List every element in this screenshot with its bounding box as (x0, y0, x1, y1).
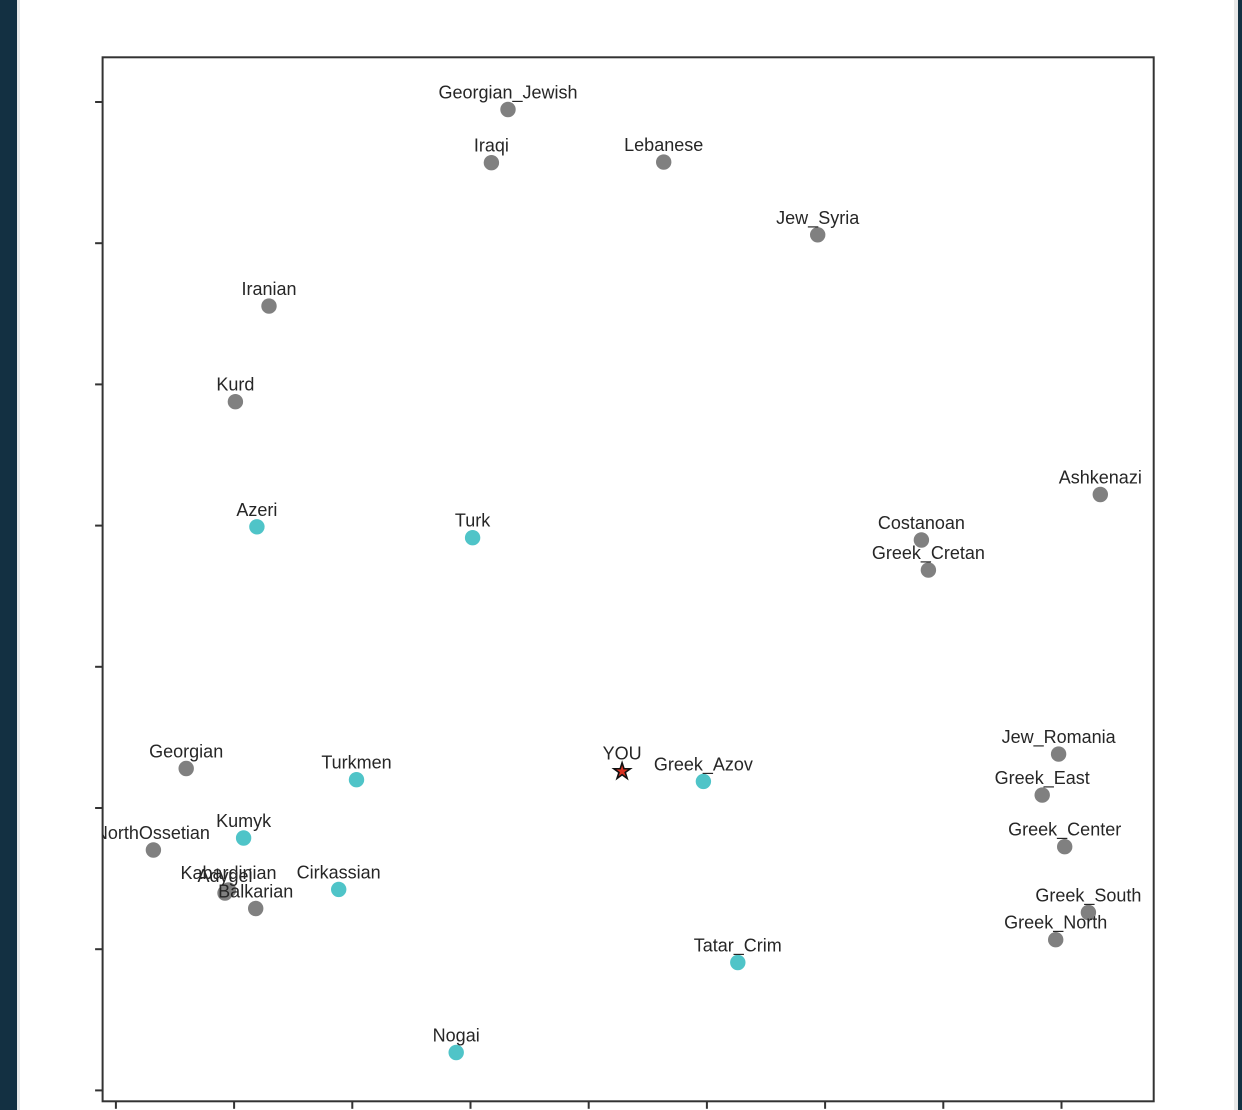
svg-text:Georgian_Jewish: Georgian_Jewish (438, 83, 577, 104)
svg-text:Greek_Azov: Greek_Azov (654, 754, 753, 775)
svg-text:Kurd: Kurd (216, 375, 254, 395)
svg-text:Cirkassian: Cirkassian (297, 862, 381, 882)
svg-text:Tatar_Crim: Tatar_Crim (694, 936, 782, 957)
svg-text:Costanoan: Costanoan (878, 513, 965, 533)
svg-text:Nogai: Nogai (433, 1026, 480, 1046)
svg-text:YOU: YOU (603, 743, 642, 763)
svg-text:Iranian: Iranian (241, 279, 296, 299)
svg-text:Kumyk: Kumyk (216, 811, 272, 831)
svg-text:Azeri: Azeri (236, 500, 277, 520)
svg-text:Ashkenazi: Ashkenazi (1059, 468, 1142, 488)
svg-text:Greek_East: Greek_East (995, 768, 1090, 789)
svg-text:Jew_Romania: Jew_Romania (1002, 727, 1117, 748)
svg-text:NorthOssetian: NorthOssetian (95, 823, 210, 843)
svg-text:Greek_Center: Greek_Center (1008, 820, 1121, 841)
svg-text:Balkarian: Balkarian (218, 882, 293, 902)
svg-text:Lebanese: Lebanese (624, 135, 703, 155)
svg-text:Greek_Cretan: Greek_Cretan (872, 543, 985, 564)
svg-text:Kabardinian: Kabardinian (180, 863, 276, 883)
svg-text:Turkmen: Turkmen (321, 753, 391, 773)
svg-text:Iraqi: Iraqi (474, 136, 509, 156)
svg-text:Greek_North: Greek_North (1004, 913, 1107, 934)
svg-text:Turk: Turk (455, 511, 491, 531)
svg-text:Greek_South: Greek_South (1035, 886, 1141, 907)
svg-text:Adygei: Adygei (197, 866, 252, 886)
svg-text:Georgian: Georgian (149, 742, 223, 762)
svg-text:Jew_Syria: Jew_Syria (776, 208, 860, 229)
